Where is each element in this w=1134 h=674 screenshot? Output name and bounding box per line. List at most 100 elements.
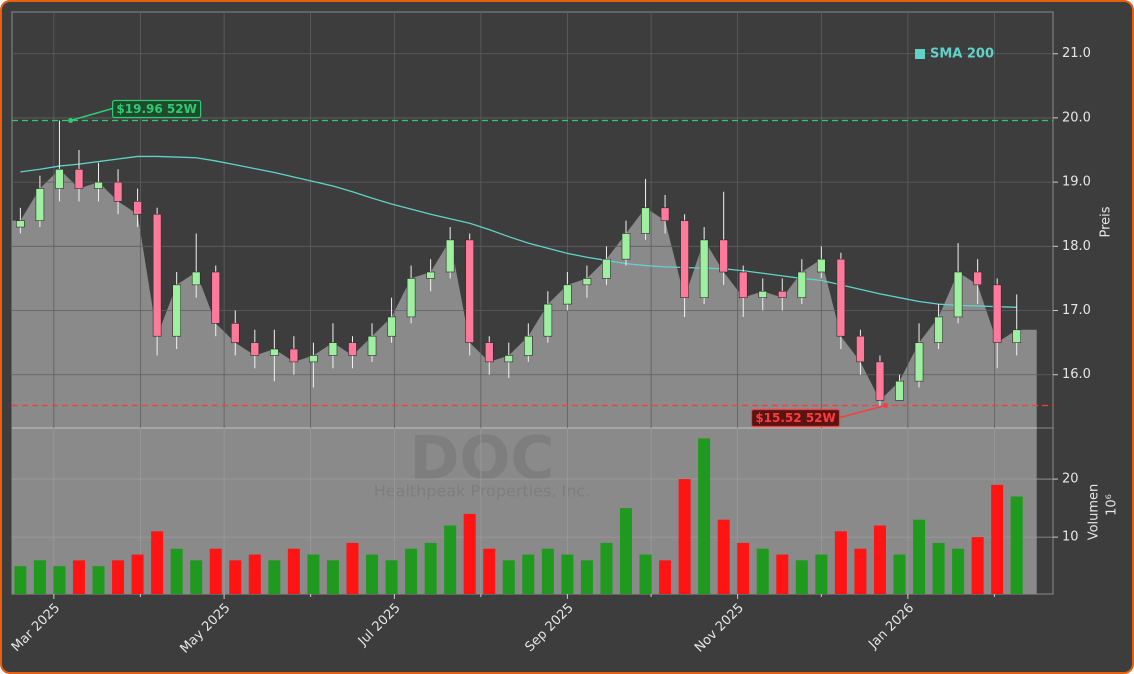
volume-bar	[756, 548, 769, 594]
volume-bar	[952, 548, 965, 594]
volume-bar	[307, 554, 320, 594]
volume-bar	[698, 438, 711, 594]
volume-bar	[1010, 496, 1023, 594]
x-tick-label: May 2025	[177, 601, 233, 657]
candle-body	[914, 342, 924, 382]
candle-body	[641, 207, 650, 234]
candle-body	[211, 271, 221, 324]
candle-body	[875, 361, 885, 401]
candle-body	[543, 303, 553, 337]
candle-body	[895, 380, 904, 401]
volume-bar	[991, 484, 1004, 594]
volume-bar	[385, 560, 398, 594]
volume-bar	[659, 560, 672, 594]
volume-bar	[209, 548, 222, 594]
volume-bar	[248, 554, 261, 594]
candle-body	[328, 342, 338, 356]
volume-bar	[131, 554, 144, 594]
volume-bar	[913, 519, 926, 594]
candle-body	[74, 168, 84, 189]
candle-body	[758, 290, 768, 298]
y-tick-label: 19.0	[1062, 175, 1091, 190]
volume-bar	[190, 560, 203, 594]
candle-body	[309, 355, 318, 363]
y2-axis-unit: 10⁶	[1105, 494, 1120, 516]
candle-body	[680, 220, 689, 298]
sma-line	[20, 155, 1017, 308]
volume-bar	[639, 554, 652, 594]
candle-body	[152, 213, 162, 337]
volume-bar	[795, 560, 808, 594]
candle-body	[524, 335, 533, 356]
annotation-arrow-head	[883, 403, 889, 409]
volume-bar	[405, 548, 418, 594]
candle-body	[504, 355, 514, 363]
candle-body	[16, 220, 25, 228]
candle-body	[406, 278, 416, 318]
volume-bar	[502, 560, 515, 594]
candle-body	[133, 201, 142, 215]
candle-body	[563, 284, 572, 305]
annotation-box	[112, 99, 202, 119]
y2-tick-label: 20	[1062, 472, 1079, 487]
candle-body	[738, 271, 748, 298]
volume-bar	[151, 531, 164, 594]
candle-body	[699, 239, 709, 298]
candle-body	[836, 258, 846, 337]
volume-bar	[815, 554, 828, 594]
y-axis-label: Preis	[1099, 206, 1114, 237]
candle-body	[953, 271, 963, 318]
legend-label: SMA 200	[930, 47, 994, 62]
x-tick-label: Jul 2025	[355, 601, 404, 650]
candle-body	[55, 168, 64, 189]
y2-tick-label: 10	[1062, 530, 1079, 545]
volume-bar	[873, 525, 886, 594]
candle-body	[172, 284, 181, 337]
volume-bar	[854, 548, 867, 594]
volume-bar	[366, 554, 379, 594]
candle-body	[992, 284, 1002, 343]
volume-bar	[893, 554, 906, 594]
annotation-label: $15.52 52W	[755, 411, 835, 425]
volume-bar	[834, 531, 847, 594]
candle-body	[230, 323, 240, 343]
candle-body	[602, 258, 611, 279]
candle-body	[777, 290, 787, 298]
candle-body	[817, 258, 826, 273]
volume-bar	[580, 560, 593, 594]
candle-body	[113, 181, 123, 202]
y-tick-label: 16.0	[1062, 367, 1091, 382]
volume-bar	[287, 548, 300, 594]
candle-body	[582, 278, 592, 286]
candle-body	[94, 181, 103, 189]
volume-bar	[14, 566, 27, 594]
candle-body	[387, 316, 396, 337]
volume-bar	[678, 479, 691, 594]
volume-bar	[229, 560, 242, 594]
volume-bar	[170, 548, 183, 594]
volume-bar	[776, 554, 789, 594]
candle-body	[35, 188, 45, 221]
candle-body	[856, 335, 865, 363]
candle-body	[621, 233, 631, 260]
volume-bar	[33, 560, 46, 594]
candle-body	[1012, 329, 1022, 343]
annotation-arrow	[70, 107, 113, 122]
y-tick-label: 20.0	[1062, 110, 1091, 125]
price-area	[12, 169, 1037, 595]
y2-axis-label: Volumen	[1087, 484, 1102, 541]
y-tick-label: 21.0	[1062, 46, 1091, 61]
candle-body	[465, 239, 475, 343]
volume-bar	[561, 554, 574, 594]
annotation-label: $19.96 52W	[116, 102, 196, 116]
volume-bar	[932, 542, 945, 594]
volume-bar	[600, 542, 613, 594]
candle-body	[445, 239, 455, 273]
volume-bar	[53, 566, 66, 594]
candle-body	[797, 271, 807, 298]
x-tick-label: Mar 2025	[9, 601, 63, 655]
volume-bar	[971, 537, 984, 594]
y-tick-label: 17.0	[1062, 303, 1091, 318]
volume-bar	[72, 560, 85, 594]
candle-body	[250, 342, 260, 356]
